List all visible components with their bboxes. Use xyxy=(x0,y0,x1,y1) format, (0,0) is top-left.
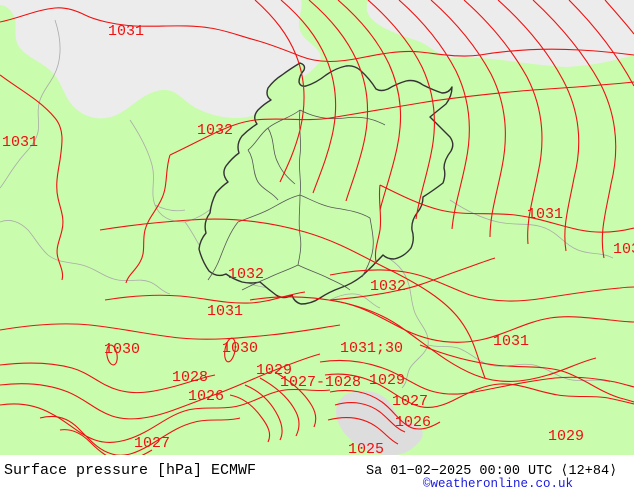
svg-text:1032: 1032 xyxy=(228,266,264,283)
svg-text:1031: 1031 xyxy=(2,134,38,151)
svg-text:1028: 1028 xyxy=(172,369,208,386)
svg-text:1025: 1025 xyxy=(348,441,384,455)
svg-text:1031: 1031 xyxy=(527,206,563,223)
svg-text:1030: 1030 xyxy=(222,340,258,357)
svg-text:1031: 1031 xyxy=(108,23,144,40)
svg-text:1029: 1029 xyxy=(369,372,405,389)
svg-text:1032: 1032 xyxy=(197,122,233,139)
svg-text:1026: 1026 xyxy=(395,414,431,431)
svg-text:1032: 1032 xyxy=(613,241,634,258)
svg-text:1027: 1027 xyxy=(134,435,170,452)
svg-text:1027: 1027 xyxy=(392,393,428,410)
svg-text:1031: 1031 xyxy=(207,303,243,320)
svg-text:1032: 1032 xyxy=(370,278,406,295)
svg-text:1031: 1031 xyxy=(493,333,529,350)
svg-text:1027-1028: 1027-1028 xyxy=(280,374,361,391)
svg-text:1031;30: 1031;30 xyxy=(340,340,403,357)
svg-text:1026: 1026 xyxy=(188,388,224,405)
svg-text:1030: 1030 xyxy=(104,341,140,358)
svg-text:1029: 1029 xyxy=(548,428,584,445)
